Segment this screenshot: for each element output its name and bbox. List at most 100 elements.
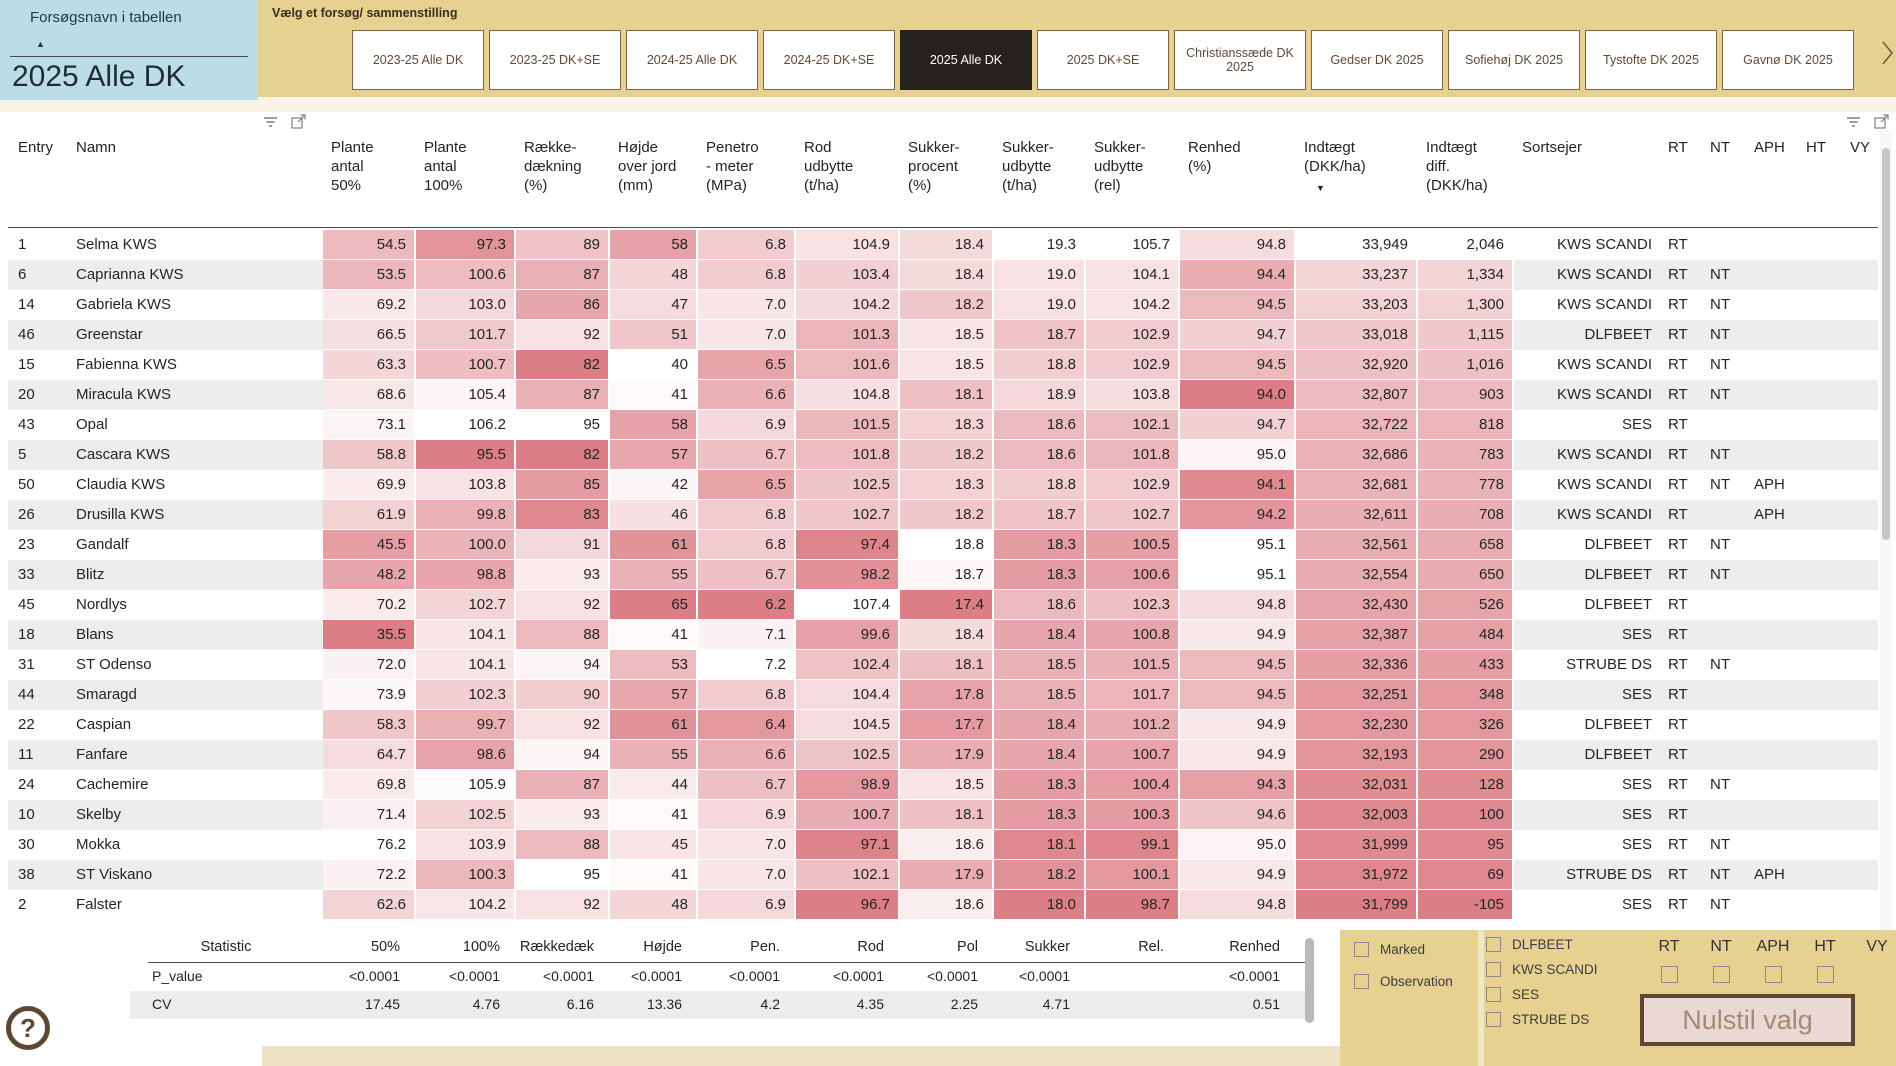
cell-raekke[interactable]: 87 [516,770,610,800]
cell-aph[interactable]: APH [1746,860,1798,890]
column-header[interactable]: Plante antal 100% [424,139,467,194]
cell-entry[interactable]: 20 [8,380,68,410]
cell-diff[interactable]: 903 [1418,380,1514,410]
cell-hojde[interactable]: 42 [610,470,698,500]
cell-renhed[interactable]: 95.0 [1180,440,1296,470]
cell-renhed[interactable]: 94.0 [1180,380,1296,410]
cell-indtaegt[interactable]: 32,430 [1296,590,1418,620]
cell-v100[interactable]: 100.3 [416,860,516,890]
trial-button[interactable]: Gavnø DK 2025 [1722,30,1854,90]
trial-button[interactable]: Christianssæde DK 2025 [1174,30,1306,90]
cell-renhed[interactable]: 94.9 [1180,710,1296,740]
column-header[interactable]: Indtægt diff. (DKK/ha) [1426,139,1488,194]
cell-sukker[interactable]: 18.8 [994,350,1086,380]
cell-aph[interactable] [1746,830,1798,860]
table-row[interactable]: 38 ST Viskano 72.2 100.3 95 41 7.0 102.1 17.9 18.… [8,860,1878,890]
column-header[interactable]: Række- dækning (%) [524,139,582,194]
cell-entry[interactable]: 44 [8,680,68,710]
cell-rod[interactable]: 98.2 [796,560,900,590]
trial-button[interactable]: 2024-25 DK+SE [763,30,895,90]
cell-sortsejer[interactable]: STRUBE DS [1514,860,1660,890]
cell-aph[interactable] [1746,380,1798,410]
checkbox[interactable] [1486,987,1501,1002]
cell-entry[interactable]: 23 [8,530,68,560]
cell-rod[interactable]: 101.6 [796,350,900,380]
cell-vy[interactable] [1842,380,1878,410]
cell-vy[interactable] [1842,440,1878,470]
table-scrollbar-thumb[interactable] [1882,148,1890,540]
cell-pol[interactable]: 18.4 [900,620,994,650]
cell-ht[interactable] [1798,530,1842,560]
cell-v50[interactable]: 35.5 [323,620,416,650]
cell-hojde[interactable]: 58 [610,410,698,440]
cell-entry[interactable]: 5 [8,440,68,470]
cell-aph[interactable] [1746,290,1798,320]
cell-v100[interactable]: 98.8 [416,560,516,590]
cell-rod[interactable]: 101.8 [796,440,900,470]
cell-sortsejer[interactable]: KWS SCANDI [1514,380,1660,410]
trial-button[interactable]: 2024-25 Alle DK [626,30,758,90]
cell-ht[interactable] [1798,350,1842,380]
cell-pen[interactable]: 6.9 [698,410,796,440]
table-row[interactable]: 23 Gandalf 45.5 100.0 91 61 6.8 97.4 18.8 18.3 100… [8,530,1878,560]
cell-ht[interactable] [1798,500,1842,530]
cell-rod[interactable]: 102.5 [796,470,900,500]
trial-button[interactable]: Tystofte DK 2025 [1585,30,1717,90]
cell-entry[interactable]: 15 [8,350,68,380]
cell-raekke[interactable]: 89 [516,230,610,260]
cell-v50[interactable]: 48.2 [323,560,416,590]
cell-v50[interactable]: 54.5 [323,230,416,260]
cell-hojde[interactable]: 41 [610,800,698,830]
cell-hojde[interactable]: 65 [610,590,698,620]
table-row[interactable]: 20 Miracula KWS 68.6 105.4 87 41 6.6 104.8 18.1 1… [8,380,1878,410]
cell-namn[interactable]: Blitz [68,560,323,590]
cell-vy[interactable] [1842,770,1878,800]
cell-v50[interactable]: 68.6 [323,380,416,410]
cell-v50[interactable]: 76.2 [323,830,416,860]
table-row[interactable]: 5 Cascara KWS 58.8 95.5 82 57 6.7 101.8 18.2 18.6… [8,440,1878,470]
cell-indtaegt[interactable]: 32,920 [1296,350,1418,380]
cell-renhed[interactable]: 94.9 [1180,740,1296,770]
cell-v50[interactable]: 45.5 [323,530,416,560]
cell-pen[interactable]: 7.0 [698,860,796,890]
cell-indtaegt[interactable]: 32,554 [1296,560,1418,590]
cell-pol[interactable]: 17.9 [900,860,994,890]
cell-renhed[interactable]: 94.8 [1180,890,1296,920]
table-row[interactable]: 46 Greenstar 66.5 101.7 92 51 7.0 101.3 18.5 18.7… [8,320,1878,350]
cell-pol[interactable]: 18.1 [900,650,994,680]
cell-vy[interactable] [1842,800,1878,830]
cell-v100[interactable]: 100.7 [416,350,516,380]
cell-ht[interactable] [1798,800,1842,830]
cell-sortsejer[interactable]: KWS SCANDI [1514,230,1660,260]
cell-rod[interactable]: 104.9 [796,230,900,260]
cell-raekke[interactable]: 94 [516,650,610,680]
cell-rt[interactable]: RT [1660,800,1702,830]
cell-indtaegt[interactable]: 33,949 [1296,230,1418,260]
cell-namn[interactable]: Fabienna KWS [68,350,323,380]
cell-rt[interactable]: RT [1660,560,1702,590]
cell-vy[interactable] [1842,470,1878,500]
cell-namn[interactable]: Mokka [68,830,323,860]
cell-pen[interactable]: 6.5 [698,350,796,380]
cell-v100[interactable]: 99.8 [416,500,516,530]
table-row[interactable]: 24 Cachemire 69.8 105.9 87 44 6.7 98.9 18.5 18.3 1… [8,770,1878,800]
column-header[interactable]: Sukker- udbytte (t/ha) [1002,139,1054,194]
cell-entry[interactable]: 31 [8,650,68,680]
cell-pen[interactable]: 6.6 [698,380,796,410]
cell-entry[interactable]: 11 [8,740,68,770]
cell-rt[interactable]: RT [1660,740,1702,770]
cell-rod[interactable]: 103.4 [796,260,900,290]
cell-rel[interactable]: 101.7 [1086,680,1180,710]
cell-ht[interactable] [1798,650,1842,680]
cell-diff[interactable]: 650 [1418,560,1514,590]
cell-indtaegt[interactable]: 32,336 [1296,650,1418,680]
cell-aph[interactable]: APH [1746,500,1798,530]
cell-sukker[interactable]: 18.3 [994,770,1086,800]
filter-icon[interactable] [262,115,279,134]
cell-diff[interactable]: 778 [1418,470,1514,500]
cell-ht[interactable] [1798,680,1842,710]
cell-namn[interactable]: Claudia KWS [68,470,323,500]
table-row[interactable]: 45 Nordlys 70.2 102.7 92 65 6.2 107.4 17.4 18.6 10… [8,590,1878,620]
cell-renhed[interactable]: 94.5 [1180,350,1296,380]
cell-raekke[interactable]: 88 [516,620,610,650]
